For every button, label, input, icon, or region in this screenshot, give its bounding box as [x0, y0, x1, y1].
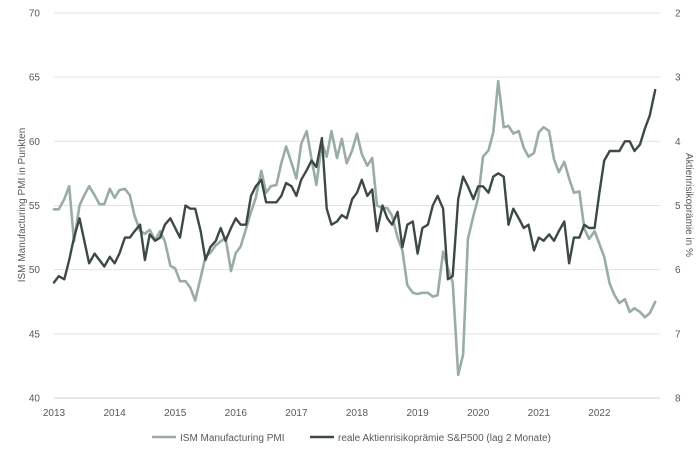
y-tick-label-left: 40 [29, 394, 41, 405]
gridlines [54, 12, 660, 335]
x-tick-label: 2019 [406, 408, 429, 419]
y-tick-label-left: 65 [29, 73, 41, 84]
y-tick-label-right: 7 [675, 329, 681, 340]
x-tick-label: 2020 [467, 408, 490, 419]
y-tick-label-left: 60 [29, 137, 41, 148]
y-tick-label-right: 4 [675, 137, 681, 148]
y-tick-label-left: 70 [29, 9, 41, 20]
y-tick-label-right: 6 [675, 265, 681, 276]
legend: ISM Manufacturing PMI reale Aktienrisiko… [152, 433, 551, 444]
x-tick-label: 2022 [588, 408, 611, 419]
y-tick-label-left: 45 [29, 329, 41, 340]
legend-label-pmi: ISM Manufacturing PMI [180, 433, 284, 444]
x-tick-label: 2016 [225, 408, 248, 419]
x-tick-label: 2014 [103, 408, 126, 419]
series-line-equity-risk-premium [52, 88, 657, 284]
y-tick-label-left: 55 [29, 201, 41, 212]
y-tick-label-right: 2 [675, 9, 681, 20]
x-tick-label: 2015 [164, 408, 187, 419]
x-tick-label: 2021 [528, 408, 551, 419]
y-axis-label-right: Aktienrisikoprämie in % [683, 153, 694, 257]
x-tick-label: 2017 [285, 408, 308, 419]
y-tick-label-right: 5 [675, 201, 681, 212]
x-tick-label: 2018 [346, 408, 369, 419]
right-axis-ticks: 2 3 4 5 6 7 8 [675, 9, 681, 405]
y-tick-label-right: 3 [675, 73, 681, 84]
x-axis-ticks: 2013 2014 2015 2016 2017 2018 2019 2020 2021 2022 [43, 408, 611, 419]
series-layer [52, 79, 657, 377]
x-tick-label: 2013 [43, 408, 66, 419]
legend-label-erp: reale Aktienrisikoprämie S&P500 (lag 2 M… [338, 433, 551, 444]
left-axis-ticks: 40 45 50 55 60 65 70 [29, 9, 41, 405]
y-axis-label-left: ISM Manufacturing PMI in Punkten [17, 128, 28, 283]
y-tick-label-right: 8 [675, 394, 681, 405]
y-tick-label-left: 50 [29, 265, 41, 276]
